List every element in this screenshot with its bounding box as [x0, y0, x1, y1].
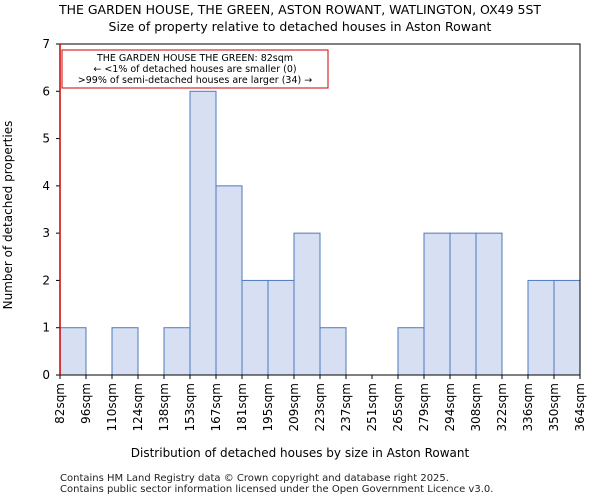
x-tick-label: 153sqm	[183, 383, 197, 431]
bar-153sqm	[189, 90, 217, 376]
y-tick-label: 0	[42, 368, 50, 382]
x-tick-label: 223sqm	[313, 383, 327, 431]
x-tick-label: 195sqm	[261, 383, 275, 431]
x-tick-label: 209sqm	[287, 383, 301, 431]
x-tick-label: 336sqm	[521, 383, 535, 431]
y-tick-label: 6	[42, 84, 50, 98]
x-tick-label: 124sqm	[131, 383, 145, 431]
bar-195sqm	[267, 279, 295, 376]
y-tick-label: 2	[42, 273, 50, 287]
x-tick-label: 279sqm	[417, 383, 431, 431]
bar-350sqm	[553, 279, 581, 376]
x-tick-label: 350sqm	[547, 383, 561, 431]
bars-group	[59, 90, 581, 376]
y-tick-label: 5	[42, 132, 50, 146]
tick-labels-group: 0 1 2 3 4 5 6 7 82sqm 96sqm 110sqm 124sqm 138sqm 153s…	[42, 37, 587, 431]
y-tick-label: 7	[42, 37, 50, 51]
bar-336sqm	[527, 279, 555, 376]
bar-308sqm	[475, 232, 503, 376]
x-tick-label: 181sqm	[235, 383, 249, 431]
x-tick-label: 237sqm	[339, 383, 353, 431]
bar-294sqm	[449, 232, 477, 376]
annotation-box: THE GARDEN HOUSE THE GREEN: 82sqm ← <1% …	[61, 49, 329, 89]
x-axis-label: Distribution of detached houses by size …	[131, 446, 470, 460]
x-tick-label: 251sqm	[365, 383, 379, 431]
x-tick-label: 138sqm	[157, 383, 171, 431]
annotation-line2: ← <1% of detached houses are smaller (0)	[93, 64, 296, 75]
bar-167sqm	[215, 185, 243, 376]
footer-copyright: Contains HM Land Registry data © Crown c…	[60, 473, 449, 484]
y-tick-label: 3	[42, 226, 50, 240]
y-axis-label: Number of detached properties	[1, 121, 15, 310]
x-tick-label: 308sqm	[469, 383, 483, 431]
bar-209sqm	[293, 232, 321, 376]
y-tick-label: 1	[42, 321, 50, 335]
chart-title-line1: THE GARDEN HOUSE, THE GREEN, ASTON ROWAN…	[58, 2, 542, 17]
x-tick-label: 96sqm	[79, 383, 93, 424]
bar-223sqm	[319, 327, 347, 376]
annotation-line3: >99% of semi-detached houses are larger …	[78, 75, 312, 86]
bar-279sqm	[423, 232, 451, 376]
annotation-line1: THE GARDEN HOUSE THE GREEN: 82sqm	[96, 53, 293, 64]
bar-82sqm	[59, 327, 87, 376]
bar-110sqm	[111, 327, 139, 376]
x-tick-label: 265sqm	[391, 383, 405, 431]
x-tick-label: 82sqm	[53, 383, 67, 424]
x-tick-label: 294sqm	[443, 383, 457, 431]
x-tick-label: 322sqm	[495, 383, 509, 431]
x-tick-label: 364sqm	[573, 383, 587, 431]
bar-265sqm	[397, 327, 425, 376]
footer-licence: Contains public sector information licen…	[60, 484, 494, 495]
x-tick-label: 110sqm	[105, 383, 119, 431]
y-tick-label: 4	[42, 179, 50, 193]
bar-138sqm	[163, 327, 191, 376]
chart-title-line2: Size of property relative to detached ho…	[108, 19, 492, 34]
bar-181sqm	[241, 279, 269, 376]
x-tick-label: 167sqm	[209, 383, 223, 431]
